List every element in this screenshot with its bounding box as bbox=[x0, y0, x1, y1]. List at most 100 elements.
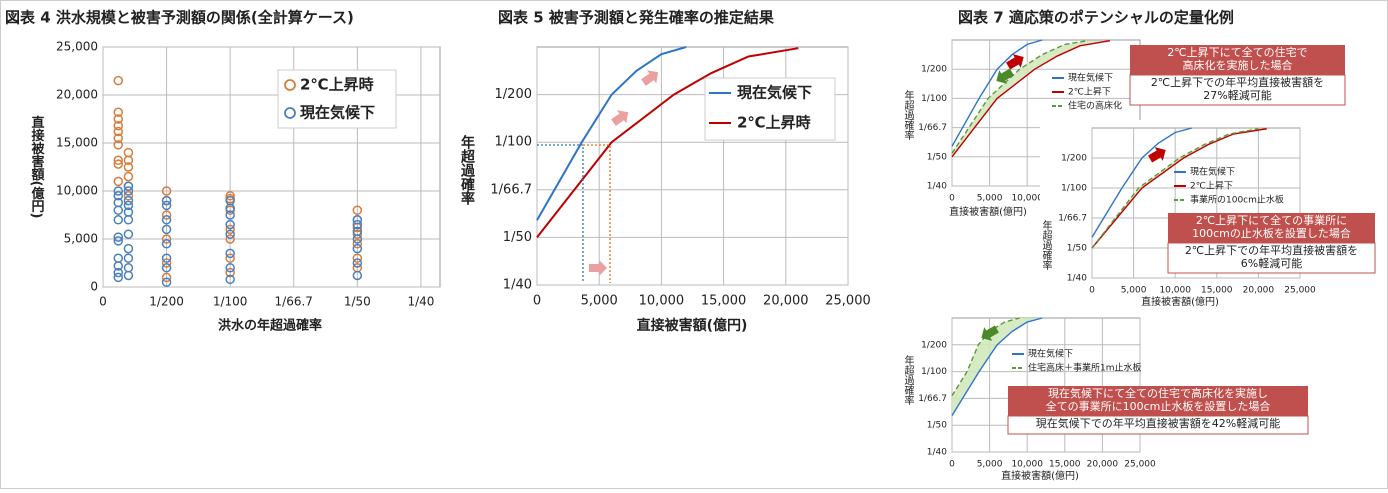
scatter-point bbox=[161, 277, 172, 287]
x-tick-label: 1/50 bbox=[344, 295, 371, 309]
y-tick-label: 10,000 bbox=[56, 184, 98, 198]
scatter-point bbox=[113, 176, 124, 187]
y-tick-label: 25,000 bbox=[56, 40, 98, 54]
scatter-point bbox=[225, 219, 235, 230]
annotation-body-text: 27%軽減可能 bbox=[1203, 88, 1271, 102]
scatter-point bbox=[113, 114, 124, 124]
block-arrow bbox=[589, 260, 607, 276]
line bbox=[951, 40, 1111, 158]
x-tick-label: 5,000 bbox=[1121, 286, 1147, 296]
x-tick-label: 15,000 bbox=[1049, 460, 1081, 470]
annotation-header-text: 現在気候下にて全ての住宅で高床化を実施し bbox=[1048, 386, 1268, 400]
annotation-body bbox=[1129, 74, 1346, 106]
legend-label: 現在気候下 bbox=[1190, 166, 1235, 178]
y-tick-label: 15,000 bbox=[56, 136, 98, 150]
legend-label: 事業所の100cm止水板 bbox=[1190, 194, 1284, 206]
chart-title: 図表 7 適応策のポテンシャルの定量化例 bbox=[958, 9, 1234, 27]
x-tick-label: 0 bbox=[1089, 286, 1095, 296]
scatter-point bbox=[123, 191, 134, 201]
x-axis-label: 直接被害額(億円) bbox=[1141, 295, 1219, 308]
annotation-header-text: 2℃上昇下にて全ての住宅で bbox=[1167, 45, 1307, 59]
legend-label: 現在気候下 bbox=[300, 104, 375, 122]
scatter-point bbox=[113, 140, 124, 150]
y-tick-label: 1/40 bbox=[503, 278, 532, 293]
annotation-body-text: 2℃上昇下での年平均直接被害額を bbox=[1185, 243, 1358, 257]
y-tick-label: 1/200 bbox=[1061, 154, 1087, 164]
block-arrow bbox=[1006, 54, 1024, 70]
x-axis-label: 洪水の年超過確率 bbox=[218, 318, 322, 334]
y-tick-label: 1/100 bbox=[1061, 184, 1087, 194]
scatter-point bbox=[161, 224, 172, 235]
block-arrow bbox=[981, 325, 999, 341]
scatter-point bbox=[161, 258, 172, 268]
scatter-point bbox=[352, 229, 363, 239]
y-axis-label: 年超過確率 bbox=[1040, 219, 1052, 271]
annotation-body-text: 現在気候下での年平均直接被害額を42%軽減可能 bbox=[1036, 416, 1280, 430]
x-tick-label: 5,000 bbox=[977, 194, 1003, 204]
scatter-point bbox=[161, 234, 172, 244]
x-tick-label: 10,000 bbox=[639, 294, 685, 309]
scatter-point bbox=[123, 181, 134, 191]
y-tick-label: 1/100 bbox=[921, 367, 947, 377]
x-tick-label: 15,000 bbox=[1201, 286, 1233, 296]
scatter-point bbox=[352, 270, 363, 281]
scatter-point bbox=[352, 258, 363, 268]
line bbox=[951, 40, 1088, 154]
decorations bbox=[537, 54, 1166, 341]
scatter-point bbox=[161, 210, 172, 220]
scatter-point bbox=[113, 232, 124, 242]
guide-arrow bbox=[583, 144, 611, 283]
legend-box bbox=[704, 77, 836, 141]
annotation-body bbox=[1007, 415, 1309, 435]
shaded-area bbox=[952, 318, 1043, 416]
x-axis-label: 直接被害額(億円) bbox=[1001, 469, 1079, 482]
legend-label: 現在気候下 bbox=[737, 84, 812, 102]
y-axis-label: 年超過確率 bbox=[902, 89, 914, 141]
scatter-point bbox=[161, 253, 172, 263]
scatter-point bbox=[225, 203, 235, 214]
line bbox=[536, 47, 799, 239]
legend-label: 2℃上昇時 bbox=[300, 76, 374, 94]
legend-label: 現在気候下 bbox=[1028, 348, 1073, 360]
y-tick-label: 1/100 bbox=[495, 135, 532, 150]
y-tick-label: 1/200 bbox=[921, 340, 947, 350]
legend-marker bbox=[284, 79, 296, 91]
y-tick-label: 1/50 bbox=[927, 152, 947, 162]
x-tick-label: 25,000 bbox=[825, 294, 871, 309]
scatter-point bbox=[161, 186, 172, 196]
chart: 1/40 1/50 1/66.7 1/100 1/200 0 5,000 10,000 15,0… bbox=[902, 317, 1309, 482]
scatter-point bbox=[113, 267, 124, 278]
scatter-point bbox=[123, 162, 134, 172]
x-tick-label: 0 bbox=[99, 295, 107, 309]
line bbox=[951, 39, 1043, 147]
chart: 図表 5 被害予測額と発生確率の推定結果 1/40 1/50 1/66.7 1/100 1… bbox=[459, 9, 871, 335]
scatter-point bbox=[161, 195, 172, 206]
y-tick-label: 1/200 bbox=[495, 87, 532, 102]
scatter-point bbox=[225, 274, 235, 285]
scatter-point bbox=[352, 234, 363, 244]
scatter-point bbox=[113, 261, 124, 271]
chart-title: 図表 4 洪水規模と被害予測額の関係(全計算ケース) bbox=[5, 9, 354, 27]
scatter-point bbox=[123, 253, 134, 263]
scatter-point bbox=[113, 186, 124, 196]
block-arrow bbox=[611, 110, 629, 126]
annotation-header bbox=[1130, 45, 1345, 75]
annotation-header-text: 2℃上昇下にて全ての事業所に bbox=[1196, 213, 1347, 227]
y-tick-label: 1/66.7 bbox=[918, 123, 947, 133]
chart: 1/40 1/50 1/66.7 1/100 1/200 0 5,000 10,000 15,0… bbox=[1040, 120, 1376, 308]
scatter-point bbox=[123, 229, 134, 239]
block-arrow bbox=[641, 70, 659, 86]
y-axis-label: 年超過確率 bbox=[459, 134, 476, 206]
annotation-header bbox=[1008, 386, 1308, 416]
legend-label: 2℃上昇下 bbox=[1190, 181, 1233, 192]
scatter-point bbox=[113, 155, 124, 166]
scatter-point bbox=[225, 253, 235, 263]
x-axis-label: 直接被害額(億円) bbox=[637, 317, 748, 334]
scatter-point bbox=[352, 243, 363, 254]
y-tick-label: 1/40 bbox=[927, 448, 947, 458]
x-tick-label: 5,000 bbox=[581, 294, 618, 309]
scatter-point bbox=[225, 191, 235, 201]
scatter-point bbox=[225, 248, 235, 259]
line bbox=[951, 317, 1043, 416]
scatter-point bbox=[225, 234, 235, 244]
